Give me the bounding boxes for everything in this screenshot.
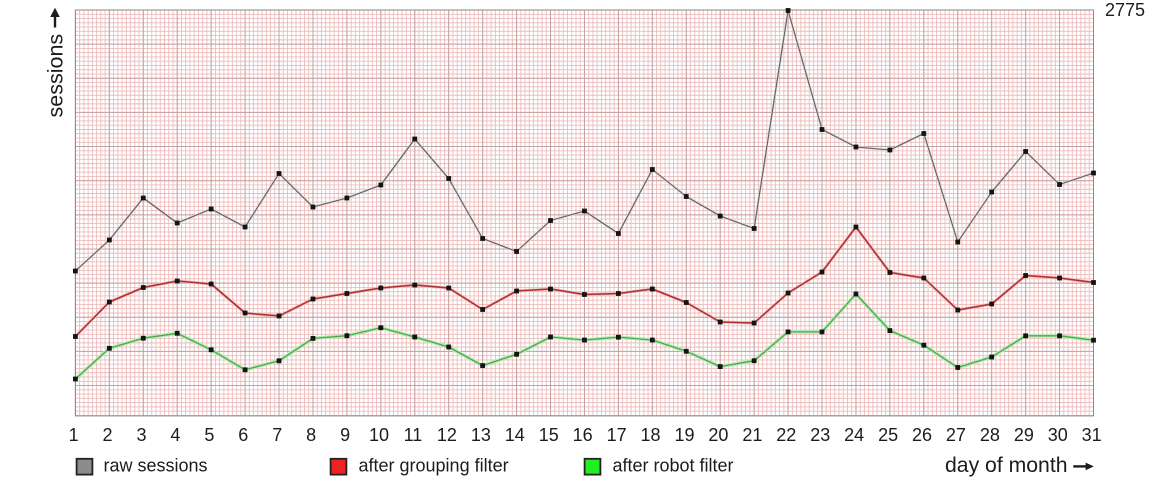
svg-text:30: 30 bbox=[1048, 425, 1068, 445]
svg-text:19: 19 bbox=[674, 425, 694, 445]
svg-text:day of month: day of month bbox=[945, 454, 1068, 477]
svg-text:24: 24 bbox=[844, 425, 864, 445]
svg-text:26: 26 bbox=[912, 425, 932, 445]
svg-text:21: 21 bbox=[742, 425, 762, 445]
svg-text:3: 3 bbox=[136, 425, 146, 445]
svg-text:12: 12 bbox=[437, 425, 457, 445]
svg-text:5: 5 bbox=[204, 425, 214, 445]
svg-text:13: 13 bbox=[471, 425, 491, 445]
svg-text:7: 7 bbox=[272, 425, 282, 445]
svg-text:18: 18 bbox=[641, 425, 661, 445]
svg-text:22: 22 bbox=[776, 425, 796, 445]
svg-text:6: 6 bbox=[238, 425, 248, 445]
svg-text:10: 10 bbox=[369, 425, 389, 445]
svg-text:29: 29 bbox=[1014, 425, 1034, 445]
svg-text:after robot filter: after robot filter bbox=[613, 456, 734, 476]
svg-text:1: 1 bbox=[69, 425, 79, 445]
svg-text:28: 28 bbox=[980, 425, 1000, 445]
svg-text:11: 11 bbox=[404, 425, 423, 445]
svg-text:17: 17 bbox=[607, 425, 627, 445]
svg-text:8: 8 bbox=[306, 425, 316, 445]
svg-text:15: 15 bbox=[539, 425, 559, 445]
svg-text:raw sessions: raw sessions bbox=[104, 456, 208, 476]
svg-text:25: 25 bbox=[878, 425, 898, 445]
svg-text:31: 31 bbox=[1082, 425, 1102, 445]
svg-text:20: 20 bbox=[708, 425, 728, 445]
svg-text:sessions: sessions bbox=[44, 34, 68, 118]
svg-text:27: 27 bbox=[946, 425, 966, 445]
svg-text:23: 23 bbox=[810, 425, 830, 445]
svg-text:after grouping filter: after grouping filter bbox=[359, 456, 509, 476]
svg-text:2: 2 bbox=[103, 425, 113, 445]
svg-text:16: 16 bbox=[573, 425, 593, 445]
svg-text:14: 14 bbox=[505, 425, 525, 445]
svg-text:2775: 2775 bbox=[1105, 0, 1145, 20]
svg-text:9: 9 bbox=[340, 425, 350, 445]
svg-text:4: 4 bbox=[170, 425, 180, 445]
